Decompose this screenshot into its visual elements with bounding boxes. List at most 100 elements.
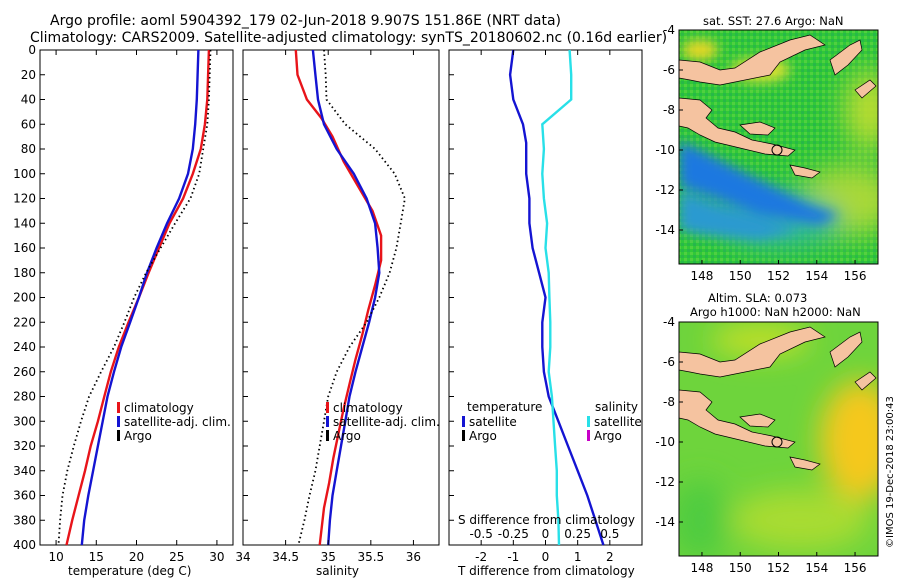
legend-label-climatology: climatology [124, 401, 194, 415]
x-tick-label: 25 [169, 550, 184, 564]
y-tick-label: 380 [13, 513, 36, 527]
legend-label-s-satellite: satellite [594, 415, 642, 429]
x-tick-label: 1 [574, 550, 582, 564]
y-tick-label: 120 [13, 192, 36, 206]
legend-swatch-climatology [326, 402, 329, 413]
x-tick-label: 2 [606, 550, 614, 564]
sla-argo-marker [771, 436, 783, 448]
map-y-tick-label: -6 [663, 63, 675, 77]
temperature-panel: 10 15 20 25 30 0 20 40 60 80 100 120 140 160 180 200 22… [13, 43, 234, 578]
sla-map: Altim. SLA: 0.073 Argo h1000: NaN h2000:… [655, 291, 879, 575]
map-x-tick-label: 156 [844, 269, 867, 283]
legend-label-s-argo: Argo [594, 429, 622, 443]
title-line-1: Argo profile: aoml 5904392_179 02-Jun-20… [50, 13, 561, 29]
map-x-tick-label: 154 [805, 269, 828, 283]
legend-label-climatology: climatology [333, 401, 403, 415]
legend-title-salinity: salinity [595, 400, 638, 414]
map-y-tick-label: -12 [655, 475, 675, 489]
x-tick-label: 36 [406, 550, 421, 564]
legend-swatch-satellite [117, 416, 120, 427]
legend-label-t-argo: Argo [469, 429, 497, 443]
series-line-argo [297, 49, 406, 546]
salinity-x-label: salinity [316, 564, 359, 578]
sla-map-title-2: Argo h1000: NaN h2000: NaN [690, 305, 861, 319]
y-tick-label: 140 [13, 216, 36, 230]
legend-swatch-t-satellite [462, 416, 465, 427]
map-y-tick-label: -14 [655, 515, 675, 529]
legend-swatch-satellite [326, 416, 329, 427]
legend-swatch-t-argo [462, 430, 465, 441]
legend-label-t-satellite: satellite [469, 415, 517, 429]
map-x-tick-label: 148 [691, 561, 714, 575]
x-tick-label: 0 [542, 550, 550, 564]
map-x-tick-label: 154 [805, 561, 828, 575]
map-x-tick-label: 152 [767, 269, 790, 283]
map-x-tick-label: 150 [729, 561, 752, 575]
map-y-tick-label: -10 [655, 435, 675, 449]
legend-title-temperature: temperature [467, 400, 542, 414]
difference-legend: temperature satellite Argo salinity sate… [462, 400, 642, 443]
y-tick-label: 180 [13, 266, 36, 280]
series-line-temperature-satellite [508, 49, 605, 546]
y-tick-label: 300 [13, 414, 36, 428]
y-tick-label: 260 [13, 365, 36, 379]
legend-label-satellite: satellite-adj. clim. [124, 415, 231, 429]
x-tick-label: 35.5 [357, 550, 384, 564]
map-y-tick-label: -8 [663, 395, 675, 409]
y-tick-label: 240 [13, 340, 36, 354]
x-tick-label: 35 [321, 550, 336, 564]
salinity-legend: climatology satellite-adj. clim. Argo [326, 401, 440, 443]
s-difference-label: S difference from climatology [458, 513, 635, 527]
sla-map-title-1: Altim. SLA: 0.073 [708, 291, 807, 305]
legend-label-satellite: satellite-adj. clim. [333, 415, 440, 429]
temperature-x-label: temperature (deg C) [68, 564, 191, 578]
series-line-salinity-satellite [541, 49, 573, 546]
legend-label-argo: Argo [124, 429, 152, 443]
y-tick-label: 280 [13, 390, 36, 404]
y-tick-label: 60 [21, 117, 36, 131]
x-tick-label: 34.5 [272, 550, 299, 564]
series-line-satellite-adj-clim- [80, 49, 200, 546]
y-tick-label: 160 [13, 241, 36, 255]
legend-swatch-argo [117, 430, 120, 441]
map-y-tick-label: -4 [663, 23, 675, 37]
map-x-tick-label: 156 [844, 561, 867, 575]
legend-label-argo: Argo [333, 429, 361, 443]
imos-credit: ©IMOS 19-Dec-2018 23:00:43 [885, 396, 896, 548]
y-tick-label: 20 [21, 68, 36, 82]
map-y-tick-label: -12 [655, 183, 675, 197]
s-tick-label: 0 [542, 527, 550, 541]
y-tick-label: 360 [13, 489, 36, 503]
s-tick-label: -0.5 [469, 527, 492, 541]
s-tick-label: 0.5 [600, 527, 619, 541]
x-tick-label: 30 [209, 550, 224, 564]
y-tick-label: 340 [13, 464, 36, 478]
s-tick-label: -0.25 [498, 527, 529, 541]
s-tick-label: 0.25 [564, 527, 591, 541]
x-tick-label: -1 [507, 550, 519, 564]
series-line-satellite-adj-clim- [311, 49, 381, 546]
temperature-legend: climatology satellite-adj. clim. Argo [117, 401, 231, 443]
sst-map: sat. SST: 27.6 Argo: NaN 148 150 152 [655, 14, 879, 283]
legend-swatch-s-argo [587, 430, 590, 441]
x-tick-label: 15 [89, 550, 104, 564]
map-y-tick-label: -14 [655, 223, 675, 237]
y-tick-label: 320 [13, 439, 36, 453]
y-tick-label: 400 [13, 538, 36, 552]
y-tick-label: 0 [28, 43, 36, 57]
map-x-tick-label: 150 [729, 269, 752, 283]
y-tick-label: 220 [13, 315, 36, 329]
sst-argo-marker [771, 144, 783, 156]
map-y-tick-label: -10 [655, 143, 675, 157]
difference-panel: -2 -1 0 1 2 S difference from climatology -0… [448, 49, 643, 578]
legend-swatch-s-satellite [587, 416, 590, 427]
salinity-plot-frame [242, 49, 440, 546]
temperature-plot-frame [39, 49, 234, 546]
title-line-2: Climatology: CARS2009. Satellite-adjuste… [30, 30, 667, 46]
y-tick-label: 80 [21, 142, 36, 156]
series-line-argo [57, 49, 212, 546]
legend-swatch-climatology [117, 402, 120, 413]
x-tick-label: -2 [475, 550, 487, 564]
y-tick-label: 100 [13, 167, 36, 181]
map-y-tick-label: -6 [663, 355, 675, 369]
